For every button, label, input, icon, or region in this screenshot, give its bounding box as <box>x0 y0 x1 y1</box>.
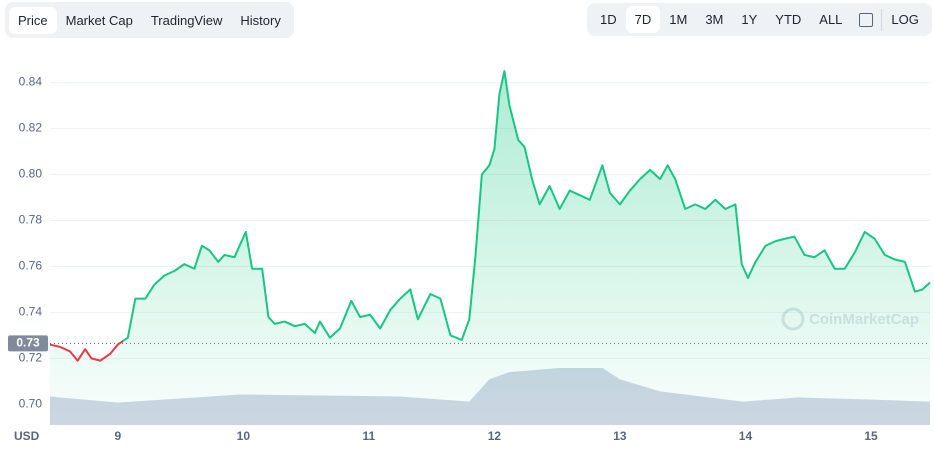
log-button[interactable]: LOG <box>891 12 919 27</box>
tab[interactable]: History <box>240 12 281 28</box>
range-button[interactable]: 3M <box>705 12 724 27</box>
y-tick-label: 0.74 <box>19 305 43 319</box>
x-tick-label: 14 <box>739 429 753 443</box>
y-tick-label: 0.82 <box>19 121 43 135</box>
y-tick-label: 0.72 <box>19 351 43 365</box>
tab[interactable]: Price <box>9 6 57 34</box>
watermark-text: CoinMarketCap <box>809 311 919 328</box>
range-button[interactable]: ALL <box>819 12 843 27</box>
range-group: 1D 7D 1M 3M 1Y YTD ALL LOG <box>587 3 932 36</box>
x-tick-label: 11 <box>363 429 376 443</box>
x-tick-label: 10 <box>237 429 251 443</box>
y-tick-label: 0.76 <box>19 259 43 273</box>
currency-label: USD <box>14 429 40 443</box>
range-button[interactable]: 1M <box>669 12 688 27</box>
y-tick-label: 0.84 <box>19 75 43 89</box>
tab[interactable]: Market Cap <box>65 12 133 28</box>
reference-tag <box>8 335 48 352</box>
x-tick-label: 9 <box>114 429 121 443</box>
range-button[interactable]: YTD <box>775 12 802 27</box>
separator <box>881 8 883 31</box>
y-tick-label: 0.78 <box>19 213 43 227</box>
range-button[interactable]: 7D <box>625 6 661 33</box>
watermark: CoinMarketCap <box>781 307 919 331</box>
watermark-logo <box>781 307 805 331</box>
x-tick-label: 13 <box>613 429 627 443</box>
reference-label: 0.73 <box>16 336 40 350</box>
range-button[interactable]: 1Y <box>741 12 758 27</box>
tab-group: Price Market Cap TradingView History <box>5 2 294 38</box>
y-tick-label: 0.70 <box>19 396 43 410</box>
x-tick-label: 12 <box>488 429 502 443</box>
calendar-icon[interactable] <box>859 12 874 27</box>
x-tick-label: 15 <box>864 429 878 443</box>
y-tick-label: 0.80 <box>19 167 43 181</box>
price-line <box>49 70 931 362</box>
volume-area <box>50 368 930 425</box>
range-button[interactable]: 1D <box>600 12 617 27</box>
price-area <box>50 71 930 425</box>
tab[interactable]: TradingView <box>150 12 223 28</box>
